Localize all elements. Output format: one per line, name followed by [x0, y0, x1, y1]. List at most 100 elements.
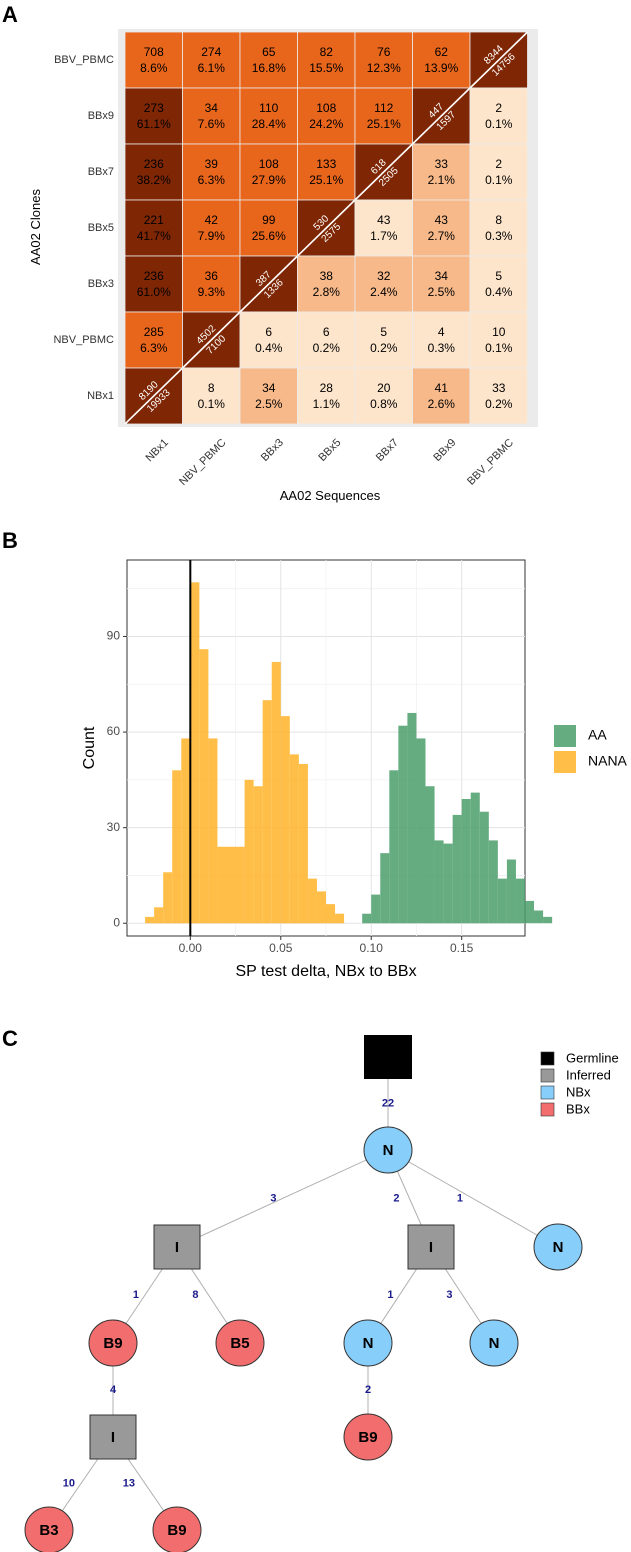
heatmap-y-tick-label: BBV_PBMC: [54, 54, 114, 66]
tree-edge-label: 22: [382, 1097, 394, 1109]
legend-label-aa: AA: [588, 727, 607, 743]
heatmap-cell: [239, 143, 298, 201]
heatmap-cell: [124, 31, 183, 89]
histogram-x-axis-title: SP test delta, NBx to BBx: [235, 963, 416, 980]
heatmap-cell-percent: 2.5%: [428, 285, 456, 299]
heatmap-cell-percent: 2.8%: [313, 285, 341, 299]
heatmap-cell-count: 2: [495, 101, 502, 115]
heatmap-cell: [354, 31, 413, 89]
heatmap-cell-percent: 0.4%: [485, 285, 513, 299]
heatmap-diagonal-line: [296, 199, 356, 257]
nbx-node: [533, 1223, 583, 1271]
heatmap-x-tick-label: BBx9: [431, 437, 458, 464]
histogram-bar-aa: [488, 840, 498, 924]
panel-label-c: C: [2, 1026, 18, 1051]
heatmap-cell-count: 6: [265, 325, 272, 339]
heatmap-cell-count: 36: [205, 269, 219, 283]
histogram-bar-nana: [307, 878, 317, 924]
heatmap-cell-percent: 1.7%: [370, 229, 398, 243]
heatmap-cell-count: 236: [144, 269, 164, 283]
heatmap-cell: [124, 199, 183, 257]
heatmap-diagonal-line: [354, 143, 414, 201]
tree-edge: [176, 1149, 389, 1248]
histogram-bar-aa: [371, 894, 381, 924]
heatmap-cell: [239, 87, 298, 145]
tree-node-label: N: [553, 1239, 564, 1256]
heatmap-cell-percent: 0.3%: [485, 229, 513, 243]
heatmap-cell-count: 39: [205, 157, 219, 171]
tree-edge-label: 2: [393, 1192, 399, 1204]
histogram-bar-nana: [145, 916, 155, 924]
histogram-x-tick-label: 0.10: [360, 941, 384, 955]
heatmap-cell: [354, 311, 413, 369]
tree-node-label: B9: [167, 1522, 186, 1539]
histogram-bar-aa: [362, 913, 372, 924]
histogram-bar-nana: [289, 754, 299, 924]
heatmap-y-tick-label: NBx1: [87, 390, 114, 402]
histogram-bar-nana: [163, 872, 173, 924]
histogram-bar-nana: [335, 913, 345, 924]
histogram-panel: 0.00 0.05 0.10 0.15 0 30 60 90 SP test delta, N…: [81, 559, 628, 980]
histogram-bar-aa: [515, 878, 525, 924]
histogram-bar-nana: [326, 904, 336, 924]
heatmap-cell-count: 65: [262, 45, 276, 59]
heatmap-cell: [239, 199, 298, 257]
heatmap-cell-percent: 38.2%: [137, 173, 171, 187]
tree-node-label: N: [489, 1335, 500, 1352]
heatmap-x-tick-label: NBV_PBMC: [177, 437, 228, 488]
heatmap-cell-count: 6: [323, 325, 330, 339]
panel-label-b: B: [2, 528, 18, 553]
histogram-bar-nana: [181, 738, 191, 924]
heatmap-y-tick-label: BBx3: [88, 278, 114, 290]
histogram-bar-aa: [461, 798, 471, 924]
histogram-legend: AA NANA: [554, 725, 628, 773]
histogram-bar-nana: [244, 779, 254, 924]
nbx-node: [343, 1319, 393, 1367]
heatmap-cell-count: 274: [201, 45, 221, 59]
heatmap-cell: [412, 311, 471, 369]
heatmap-cell: [412, 31, 471, 89]
histogram-bar-aa: [416, 738, 426, 924]
histogram-bar-nana: [271, 661, 281, 924]
heatmap-cell-count: 108: [316, 101, 336, 115]
heatmap-panel: 7088.6%2746.1%6516.8%8215.5%7612.3%6213.…: [28, 29, 538, 503]
tree-edge-labels: 223 2 11 8 1 34 210 13: [63, 1097, 463, 1489]
heatmap-cell-percent: 27.9%: [252, 173, 286, 187]
heatmap-cell: [182, 143, 241, 201]
tree-node-label: N: [363, 1335, 374, 1352]
tree-edge-label: 3: [446, 1289, 452, 1301]
heatmap-x-tick-label: NBx1: [143, 437, 171, 465]
tree-node-label: B9: [103, 1335, 122, 1352]
histogram-bars: [145, 582, 553, 924]
histogram-bar-nana: [208, 738, 218, 924]
histogram-y-tick-label: 90: [107, 629, 121, 643]
histogram-bar-nana: [190, 582, 200, 924]
heatmap-cell-count: 76: [377, 45, 391, 59]
heatmap-y-tick-label: BBx9: [88, 110, 114, 122]
tree-edge-label: 2: [365, 1384, 371, 1396]
histogram-bar-nana: [199, 649, 209, 924]
tree-edge: [387, 1149, 559, 1248]
heatmap-cell-percent: 12.3%: [367, 61, 401, 75]
tree-legend-label-inferred: Inferred: [566, 1067, 611, 1082]
heatmap-cell-percent: 2.6%: [428, 397, 456, 411]
heatmap-cell-percent: 0.1%: [485, 341, 513, 355]
heatmap-cell: [124, 143, 183, 201]
tree-edge-label: 13: [123, 1477, 135, 1489]
tree-node-label: N: [383, 1142, 394, 1159]
histogram-bar-aa: [479, 811, 489, 924]
heatmap-cell: [412, 199, 471, 257]
heatmap-cell-percent: 0.2%: [370, 341, 398, 355]
bbx-node: [215, 1319, 265, 1367]
heatmap-cell: [239, 367, 298, 425]
panel-label-a: A: [2, 2, 18, 27]
histogram-bar-nana: [172, 770, 182, 924]
nbx-node: [469, 1319, 519, 1367]
histogram-bar-aa: [497, 878, 507, 924]
heatmap-x-axis-title: AA02 Sequences: [280, 488, 381, 503]
heatmap-cell-count: 8: [208, 381, 215, 395]
tree-edge-label: 1: [457, 1192, 463, 1204]
heatmap-cell-percent: 0.1%: [485, 173, 513, 187]
